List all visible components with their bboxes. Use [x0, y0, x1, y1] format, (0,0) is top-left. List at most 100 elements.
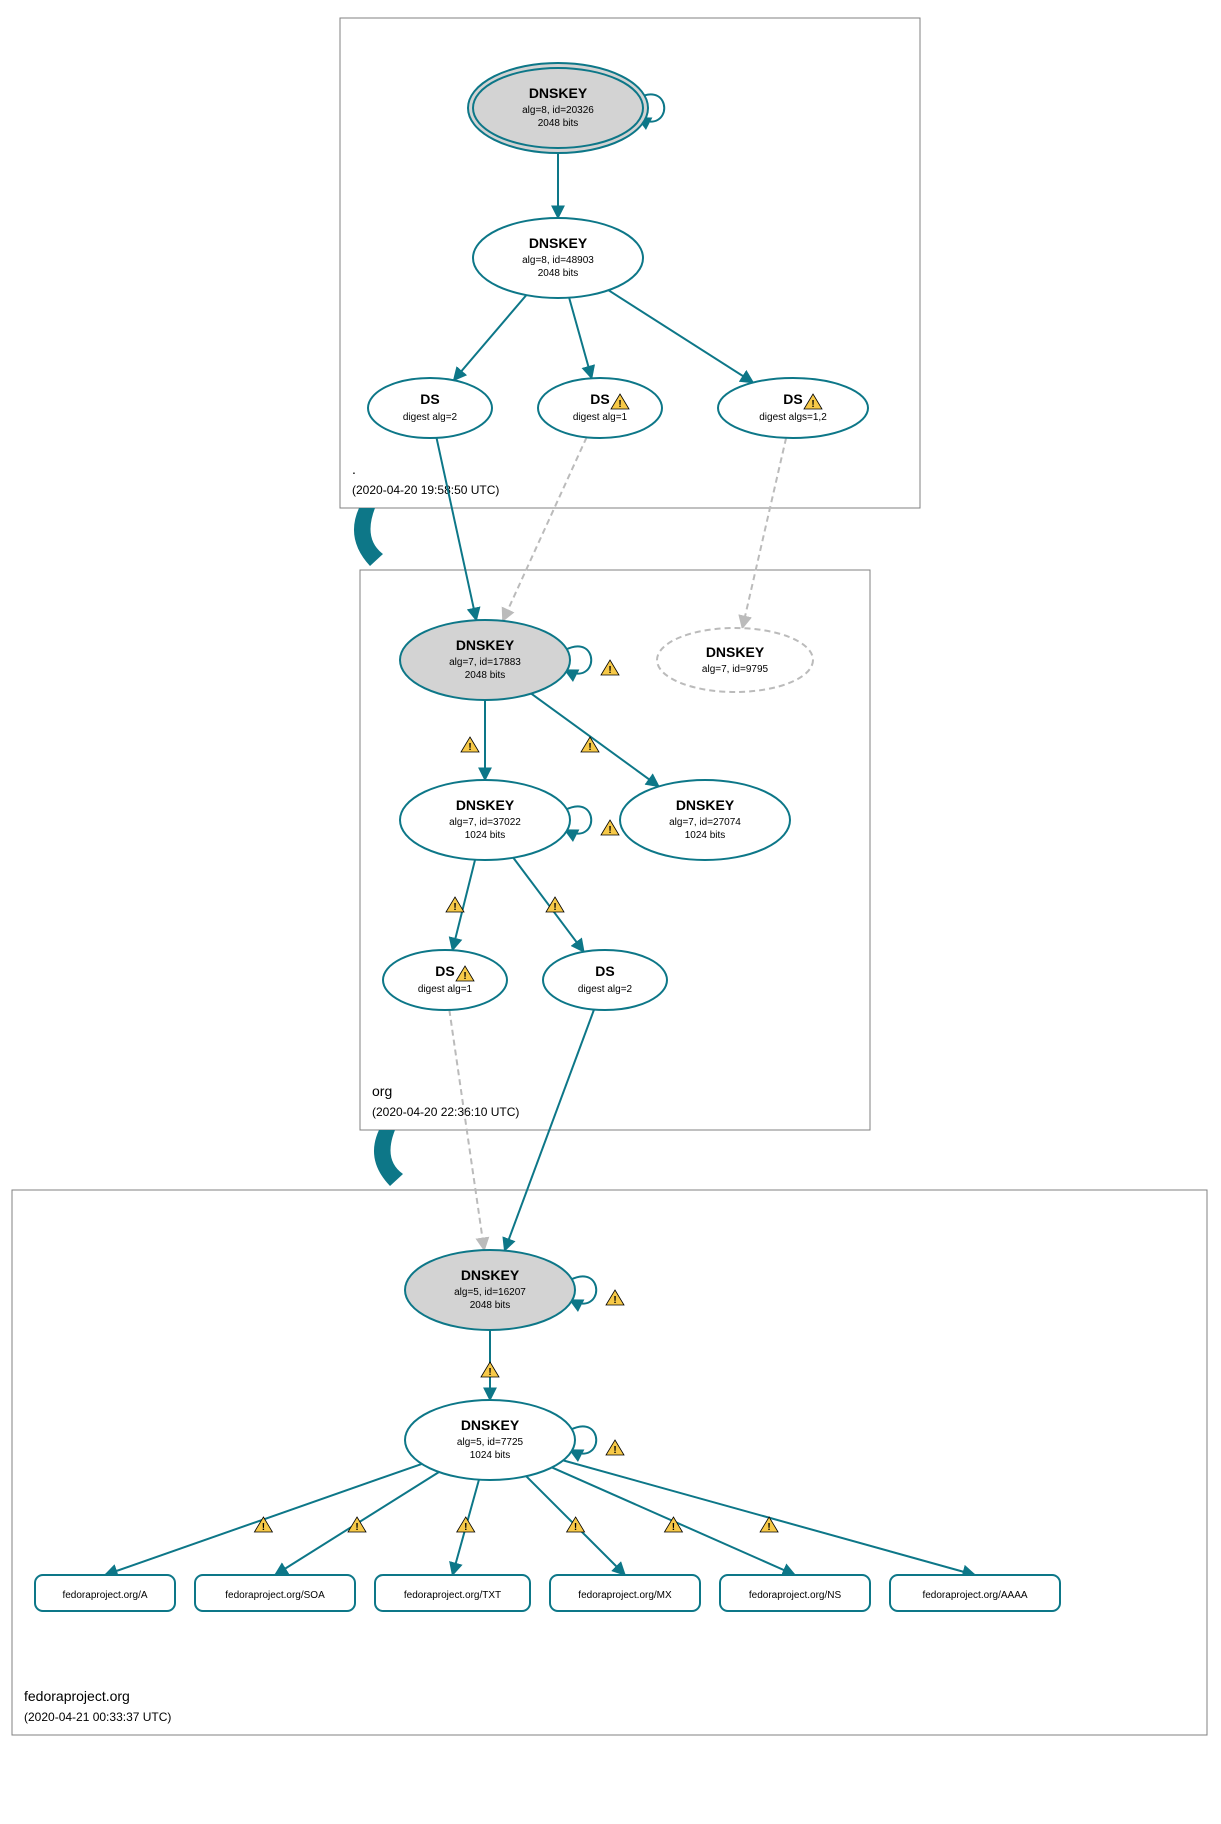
svg-text:DS: DS — [595, 963, 614, 979]
node-org_37022: DNSKEY alg=7, id=37022 1024 bits — [400, 780, 570, 860]
warning-icon: ! — [461, 737, 479, 753]
svg-text:!: ! — [613, 1295, 616, 1306]
svg-text:DNSKEY: DNSKEY — [529, 85, 588, 101]
delegation-arrow — [374, 1130, 403, 1186]
edge-org_ksk-org_27074 — [531, 694, 659, 787]
edge-root_ds2-org_ksk — [503, 437, 587, 621]
record-2: fedoraproject.org/TXT — [375, 1575, 530, 1611]
warning-icon: ! — [606, 1440, 624, 1456]
record-3: fedoraproject.org/MX — [550, 1575, 700, 1611]
svg-text:DNSKEY: DNSKEY — [706, 644, 765, 660]
svg-text:!: ! — [613, 1445, 616, 1456]
edge-org_37022-org_ds2 — [513, 858, 584, 952]
svg-text:!: ! — [618, 399, 621, 410]
svg-text:DNSKEY: DNSKEY — [456, 797, 515, 813]
svg-text:!: ! — [672, 1522, 675, 1533]
svg-text:DNSKEY: DNSKEY — [529, 235, 588, 251]
svg-text:fedoraproject.org/AAAA: fedoraproject.org/AAAA — [922, 1590, 1027, 1601]
node-root_ksk: DNSKEY alg=8, id=20326 2048 bits — [468, 63, 648, 153]
edge-root_zsk-root_ds2 — [569, 298, 592, 379]
svg-text:alg=8, id=20326: alg=8, id=20326 — [522, 105, 594, 116]
svg-text:!: ! — [463, 971, 466, 982]
warning-icon: ! — [254, 1517, 272, 1533]
node-org_ksk: DNSKEY alg=7, id=17883 2048 bits — [400, 620, 570, 700]
svg-text:!: ! — [767, 1522, 770, 1533]
svg-text:1024 bits: 1024 bits — [465, 830, 506, 841]
svg-text:DS: DS — [420, 391, 439, 407]
svg-text:2048 bits: 2048 bits — [470, 1300, 511, 1311]
node-root_ds2: DS digest alg=1! — [538, 378, 662, 438]
svg-text:digest algs=1,2: digest algs=1,2 — [759, 412, 827, 423]
node-org_ds1: DS digest alg=1! — [383, 950, 507, 1010]
svg-text:alg=5, id=7725: alg=5, id=7725 — [457, 1437, 524, 1448]
svg-text:!: ! — [464, 1522, 467, 1533]
dnssec-diagram: . (2020-04-20 19:58:50 UTC) org (2020-04-20… — [0, 0, 1221, 1824]
svg-text:fedoraproject.org/TXT: fedoraproject.org/TXT — [404, 1590, 501, 1601]
svg-text:DNSKEY: DNSKEY — [461, 1417, 520, 1433]
node-fed_ksk: DNSKEY alg=5, id=16207 2048 bits — [405, 1250, 575, 1330]
svg-text:!: ! — [553, 902, 556, 913]
svg-text:DS: DS — [590, 391, 609, 407]
warning-icon: ! — [457, 1517, 475, 1533]
svg-text:DNSKEY: DNSKEY — [456, 637, 515, 653]
svg-text:!: ! — [811, 399, 814, 410]
svg-text:digest alg=1: digest alg=1 — [573, 412, 628, 423]
svg-text:!: ! — [468, 742, 471, 753]
svg-text:!: ! — [608, 665, 611, 676]
zone-label-org: org — [372, 1083, 392, 1099]
svg-text:alg=7, id=9795: alg=7, id=9795 — [702, 664, 769, 675]
svg-text:!: ! — [608, 825, 611, 836]
record-1: fedoraproject.org/SOA — [195, 1575, 355, 1611]
svg-text:alg=5, id=16207: alg=5, id=16207 — [454, 1287, 526, 1298]
edge-root_zsk-root_ds3 — [608, 290, 753, 382]
node-fed_zsk: DNSKEY alg=5, id=7725 1024 bits — [405, 1400, 575, 1480]
zone-label-fedora: fedoraproject.org — [24, 1688, 130, 1704]
svg-text:fedoraproject.org/NS: fedoraproject.org/NS — [749, 1590, 842, 1601]
svg-text:DNSKEY: DNSKEY — [676, 797, 735, 813]
svg-text:digest alg=2: digest alg=2 — [578, 984, 633, 995]
svg-text:2048 bits: 2048 bits — [538, 118, 579, 129]
delegation-arrow — [354, 508, 383, 566]
svg-text:1024 bits: 1024 bits — [470, 1450, 511, 1461]
node-org_27074: DNSKEYalg=7, id=270741024 bits — [620, 780, 790, 860]
warning-icon: ! — [606, 1290, 624, 1306]
svg-text:!: ! — [355, 1522, 358, 1533]
record-5: fedoraproject.org/AAAA — [890, 1575, 1060, 1611]
zone-date-org: (2020-04-20 22:36:10 UTC) — [372, 1105, 519, 1119]
svg-text:fedoraproject.org/A: fedoraproject.org/A — [62, 1590, 147, 1601]
node-root_zsk: DNSKEY alg=8, id=48903 2048 bits — [473, 218, 643, 298]
svg-text:DS: DS — [783, 391, 802, 407]
warning-icon: ! — [446, 897, 464, 913]
edge-root_ds3-org_9795 — [742, 438, 786, 628]
record-4: fedoraproject.org/NS — [720, 1575, 870, 1611]
svg-text:2048 bits: 2048 bits — [465, 670, 506, 681]
svg-text:DNSKEY: DNSKEY — [461, 1267, 520, 1283]
node-org_ds2: DS digest alg=2 — [543, 950, 667, 1010]
svg-text:DS: DS — [435, 963, 454, 979]
zone-date-root: (2020-04-20 19:58:50 UTC) — [352, 483, 499, 497]
svg-text:digest alg=2: digest alg=2 — [403, 412, 458, 423]
node-root_ds3: DS digest algs=1,2! — [718, 378, 868, 438]
svg-text:!: ! — [453, 902, 456, 913]
zone-label-root: . — [352, 461, 356, 477]
svg-text:digest alg=1: digest alg=1 — [418, 984, 473, 995]
edge-root_ds1-org_ksk — [437, 438, 477, 620]
warning-icon: ! — [581, 737, 599, 753]
svg-text:!: ! — [588, 742, 591, 753]
svg-text:!: ! — [262, 1522, 265, 1533]
warning-icon: ! — [481, 1362, 499, 1378]
record-0: fedoraproject.org/A — [35, 1575, 175, 1611]
node-org_9795: DNSKEY alg=7, id=9795 — [657, 628, 813, 692]
node-root_ds1: DS digest alg=2 — [368, 378, 492, 438]
svg-text:alg=8, id=48903: alg=8, id=48903 — [522, 255, 594, 266]
svg-text:!: ! — [488, 1367, 491, 1378]
svg-text:!: ! — [574, 1522, 577, 1533]
svg-text:fedoraproject.org/MX: fedoraproject.org/MX — [578, 1590, 672, 1601]
edge-root_zsk-root_ds1 — [454, 295, 527, 380]
svg-text:alg=7, id=27074: alg=7, id=27074 — [669, 817, 741, 828]
zone-date-fedora: (2020-04-21 00:33:37 UTC) — [24, 1710, 171, 1724]
svg-text:alg=7, id=17883: alg=7, id=17883 — [449, 657, 521, 668]
svg-text:alg=7, id=37022: alg=7, id=37022 — [449, 817, 521, 828]
svg-text:2048 bits: 2048 bits — [538, 268, 579, 279]
warning-icon: ! — [601, 660, 619, 676]
